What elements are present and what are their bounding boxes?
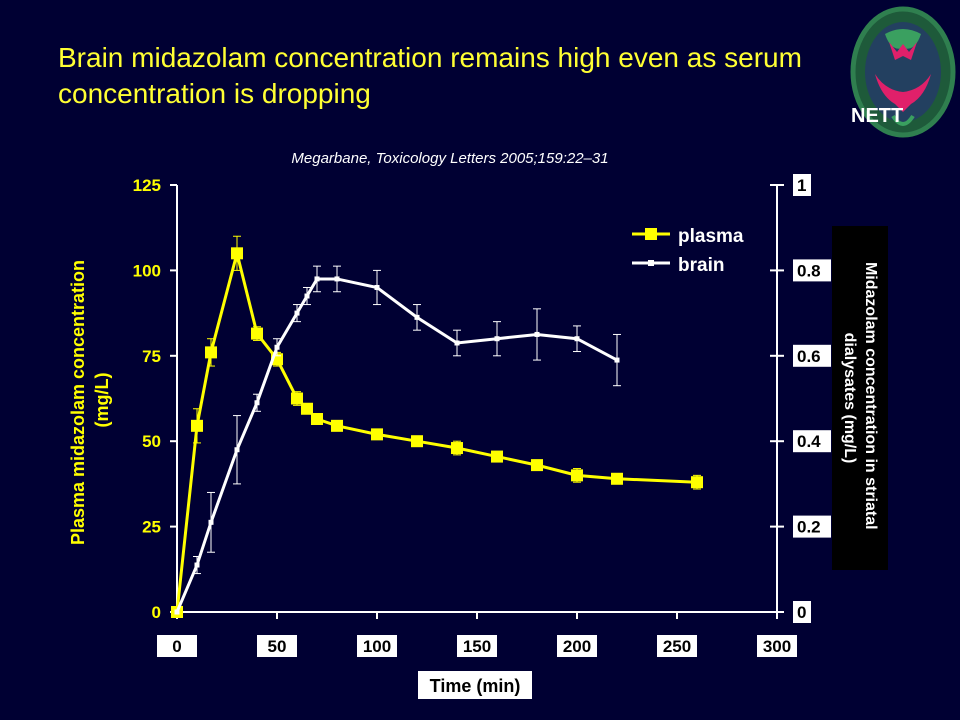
- series-plasma-point: [311, 412, 323, 425]
- series-brain-point: [208, 519, 214, 525]
- y-right-tick-label: 0: [797, 603, 806, 622]
- x-tick-label-box: [457, 635, 497, 657]
- series-plasma-point: [331, 419, 343, 432]
- chart-series: [171, 235, 703, 618]
- legend-brain-marker: [648, 260, 654, 266]
- x-tick-label-box: [757, 635, 797, 657]
- series-plasma-point: [691, 476, 703, 489]
- series-plasma-point: [411, 435, 423, 448]
- x-tick-label: 50: [268, 637, 287, 656]
- legend-plasma-marker: [645, 228, 657, 240]
- y-axis-left-title: Plasma midazolam concentration (mg/L): [68, 255, 112, 545]
- y-axis-left-title-line2: (mg/L): [92, 373, 112, 428]
- series-brain-point: [574, 336, 580, 342]
- x-tick-label-box: [557, 635, 597, 657]
- x-tick-label: 250: [663, 637, 691, 656]
- y-left-tick-label: 50: [142, 432, 161, 451]
- y-right-tick-label: 1: [797, 176, 806, 195]
- chart-legend: plasma brain: [632, 226, 744, 276]
- series-brain-point: [614, 357, 620, 363]
- slide-title: Brain midazolam concentration remains hi…: [58, 42, 802, 109]
- y-axis-left-title-line1: Plasma midazolam concentration: [68, 260, 88, 545]
- series-plasma-line: [175, 252, 698, 613]
- x-tick-label-box: [157, 635, 197, 657]
- y-right-tick-label-box: [793, 430, 831, 453]
- y-axis-right-title-box: [832, 226, 888, 570]
- y-right-tick-label-box: [793, 344, 831, 367]
- series-brain-point: [274, 344, 280, 350]
- series-brain: [174, 265, 621, 615]
- y-axis-right-title: Midazolam concentration in striatal dial…: [841, 262, 879, 534]
- series-plasma-point: [571, 469, 583, 482]
- series-plasma-point: [611, 472, 623, 485]
- series-brain-point: [294, 310, 300, 316]
- nett-brain-logo: NETT: [850, 6, 956, 138]
- y-right-tick-label: 0.4: [797, 432, 821, 451]
- x-tick-label-box: [657, 635, 697, 657]
- series-plasma: [171, 235, 703, 618]
- y-right-tick-label: 0.2: [797, 518, 821, 537]
- series-plasma-point: [491, 450, 503, 463]
- y-axis-right-title-line2: dialysates (mg/L): [841, 333, 858, 464]
- series-plasma-point: [371, 428, 383, 441]
- x-tick-label: 150: [463, 637, 491, 656]
- series-brain-point: [454, 340, 460, 346]
- x-axis-title-box: [418, 671, 532, 699]
- y-right-tick-label-box: [793, 259, 831, 282]
- x-tick-label: 0: [172, 637, 181, 656]
- x-tick-label: 300: [763, 637, 791, 656]
- y-left-tick-label: 0: [152, 603, 161, 622]
- y-left-tick-label: 25: [142, 518, 161, 537]
- series-brain-point: [494, 336, 500, 342]
- series-brain-point: [254, 400, 260, 406]
- y-right-tick-label-box: [793, 174, 811, 196]
- logo-text: NETT: [851, 105, 903, 127]
- y-left-tick-label: 100: [133, 261, 161, 280]
- series-brain-point: [194, 562, 200, 568]
- series-brain-point: [174, 609, 180, 615]
- y-left-tick-label: 125: [133, 176, 161, 195]
- series-brain-point: [534, 331, 540, 337]
- series-brain-point: [304, 293, 310, 299]
- y-right-tick-label-box: [793, 515, 831, 538]
- series-brain-line: [175, 277, 618, 613]
- legend-brain-label: brain: [678, 255, 724, 276]
- series-brain-point: [374, 284, 380, 290]
- series-brain-point: [234, 447, 240, 453]
- series-plasma-point: [251, 327, 263, 340]
- series-plasma-point: [291, 392, 303, 405]
- series-brain-point: [334, 276, 340, 282]
- y-left-tick-label: 75: [142, 347, 161, 366]
- series-plasma-point: [205, 346, 217, 359]
- x-axis-title: Time (min): [430, 676, 521, 696]
- x-tick-label: 200: [563, 637, 591, 656]
- citation: Megarbane, Toxicology Letters 2005;159:2…: [291, 150, 609, 167]
- chart-axes: [176, 185, 778, 613]
- series-brain-point: [414, 314, 420, 320]
- x-tick-label-box: [257, 635, 297, 657]
- legend-plasma-label: plasma: [678, 226, 744, 247]
- series-plasma-point: [231, 247, 243, 260]
- y-axis-right-title-line1: Midazolam concentration in striatal: [862, 262, 879, 530]
- y-right-tick-label-box: [793, 601, 811, 623]
- series-plasma-point: [451, 442, 463, 455]
- x-tick-label-box: [357, 635, 397, 657]
- series-plasma-point: [191, 419, 203, 432]
- series-plasma-point: [301, 402, 313, 415]
- y-right-tick-label: 0.8: [797, 261, 821, 280]
- series-plasma-point: [531, 459, 543, 472]
- chart-ticks: 0 50 100 150 200 250 300 0 25 50 75 100 125 0 0.2 0.4 0.…: [133, 174, 831, 657]
- series-brain-point: [314, 276, 320, 282]
- y-right-tick-label: 0.6: [797, 347, 821, 366]
- x-tick-label: 100: [363, 637, 391, 656]
